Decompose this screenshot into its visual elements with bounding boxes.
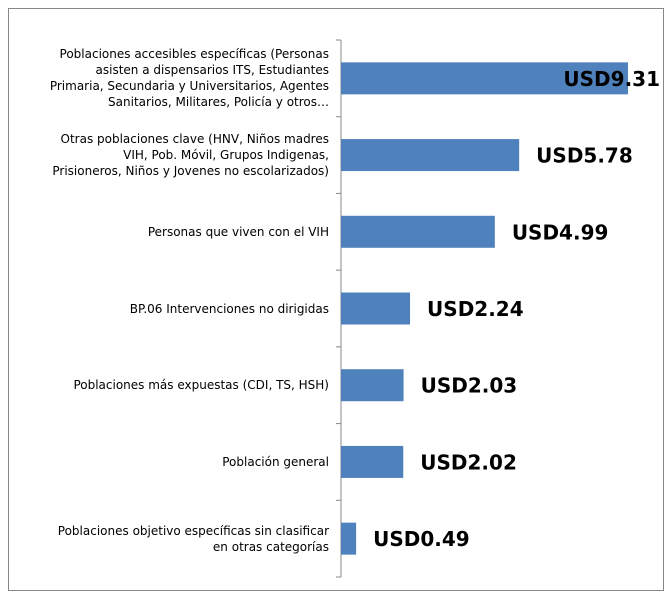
- bar: [341, 445, 404, 478]
- category-label: Poblaciones accesibles específicas (Pers…: [49, 47, 329, 110]
- value-label: USD0.49: [373, 527, 470, 551]
- category-label: Población general: [222, 454, 329, 469]
- value-label: USD2.24: [427, 297, 524, 321]
- bar: [341, 292, 411, 325]
- category-label: BP.06 Intervenciones no dirigidas: [129, 301, 329, 316]
- value-label: USD2.03: [421, 374, 518, 398]
- value-label: USD2.02: [420, 450, 517, 474]
- category-label: Poblaciones objetivo específicas sin cla…: [57, 523, 329, 554]
- bar: [341, 369, 404, 402]
- value-label: USD9.31: [563, 67, 660, 91]
- bar: [341, 215, 495, 248]
- category-label: Poblaciones más expuestas (CDI, TS, HSH): [73, 378, 329, 393]
- value-label: USD5.78: [536, 144, 633, 168]
- chart-border: [8, 8, 664, 591]
- value-label: USD4.99: [512, 220, 609, 244]
- bar: [341, 522, 357, 555]
- category-label: Personas que viven con el VIH: [147, 224, 329, 239]
- category-label: Otras poblaciones clave (HNV, Niños madr…: [52, 132, 329, 179]
- bar: [341, 139, 520, 172]
- bar: [341, 62, 628, 95]
